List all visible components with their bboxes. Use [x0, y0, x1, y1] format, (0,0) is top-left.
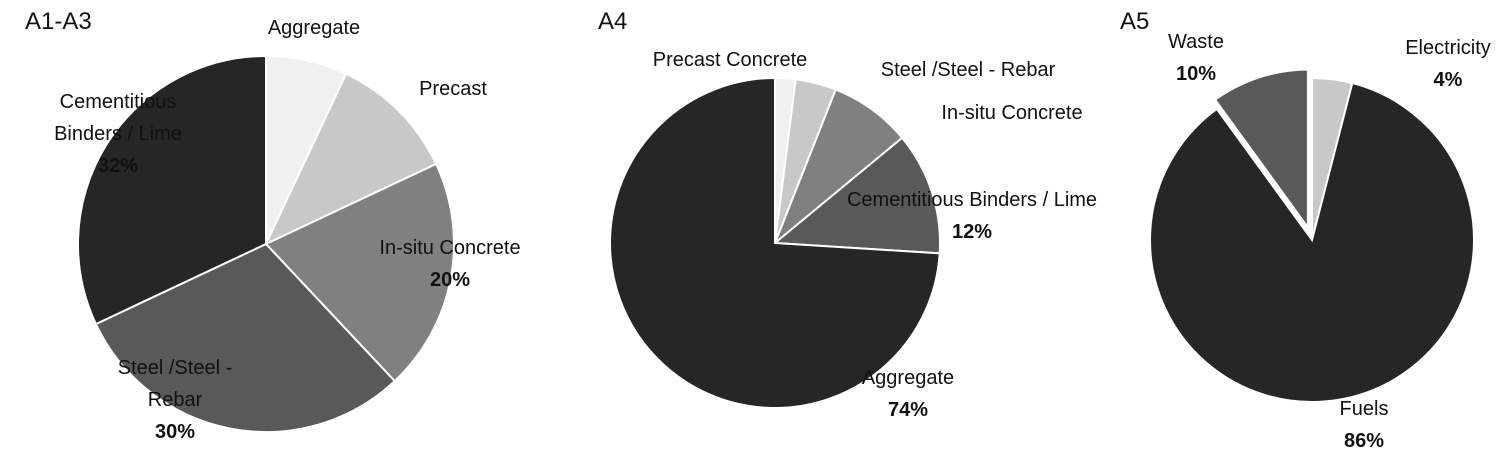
value-label: 4% — [1433, 69, 1463, 91]
category-label: Steel /Steel - Rebar — [880, 59, 1056, 81]
category-label: Precast — [419, 78, 487, 100]
value-label: 10% — [1175, 63, 1217, 85]
category-label: Fuels — [1339, 398, 1389, 420]
value-label: 86% — [1343, 430, 1385, 452]
value-label: 32% — [97, 155, 139, 177]
pie-slice — [1149, 81, 1475, 403]
slice-label: Electricity 4% — [1378, 32, 1503, 96]
category-label: In-situ Concrete — [379, 237, 521, 259]
category-label: Aggregate — [267, 17, 361, 39]
slice-label: Precast Concrete — [620, 44, 840, 76]
category-label: Electricity — [1405, 37, 1491, 59]
pie-slice — [94, 242, 397, 433]
chart-title: A1-A3 — [25, 8, 92, 35]
pie-slice — [264, 162, 455, 383]
slice-label: Waste 10% — [1136, 26, 1256, 90]
slice-label: Fuels 86% — [1304, 393, 1424, 457]
slice-label: Steel /Steel - Rebar 30% — [95, 352, 255, 448]
category-label: Cementitious Binders / Lime — [54, 91, 182, 145]
slice-label: Aggregate 74% — [828, 362, 988, 426]
value-label: 12% — [951, 221, 993, 243]
chart-title: A4 — [598, 8, 628, 35]
slice-label: Aggregate — [214, 12, 414, 44]
pie-slice — [609, 76, 941, 409]
value-label: 30% — [154, 421, 196, 443]
category-label: In-situ Concrete — [941, 102, 1083, 124]
category-label: Precast Concrete — [652, 49, 808, 71]
pie-slice — [77, 54, 267, 326]
slice-label: Steel /Steel - Rebar — [848, 54, 1088, 86]
slice-label: In-situ Concrete 20% — [340, 232, 560, 296]
slice-label: Cementitious Binders / Lime 12% — [822, 184, 1122, 248]
pie-slice — [772, 136, 941, 255]
slice-label: Precast — [353, 73, 553, 105]
category-label: Aggregate — [861, 367, 955, 389]
category-label: Waste — [1168, 31, 1224, 53]
pie-slice — [1210, 66, 1311, 237]
value-label: 74% — [887, 399, 929, 421]
category-label: Steel /Steel - Rebar — [117, 357, 233, 411]
category-label: Cementitious Binders / Lime — [846, 189, 1098, 211]
chart-title: A5 — [1120, 8, 1150, 35]
slice-label: Cementitious Binders / Lime 32% — [33, 86, 203, 182]
slice-label: In-situ Concrete — [902, 97, 1122, 129]
pie-slice — [263, 72, 438, 247]
value-label: 20% — [429, 269, 471, 291]
